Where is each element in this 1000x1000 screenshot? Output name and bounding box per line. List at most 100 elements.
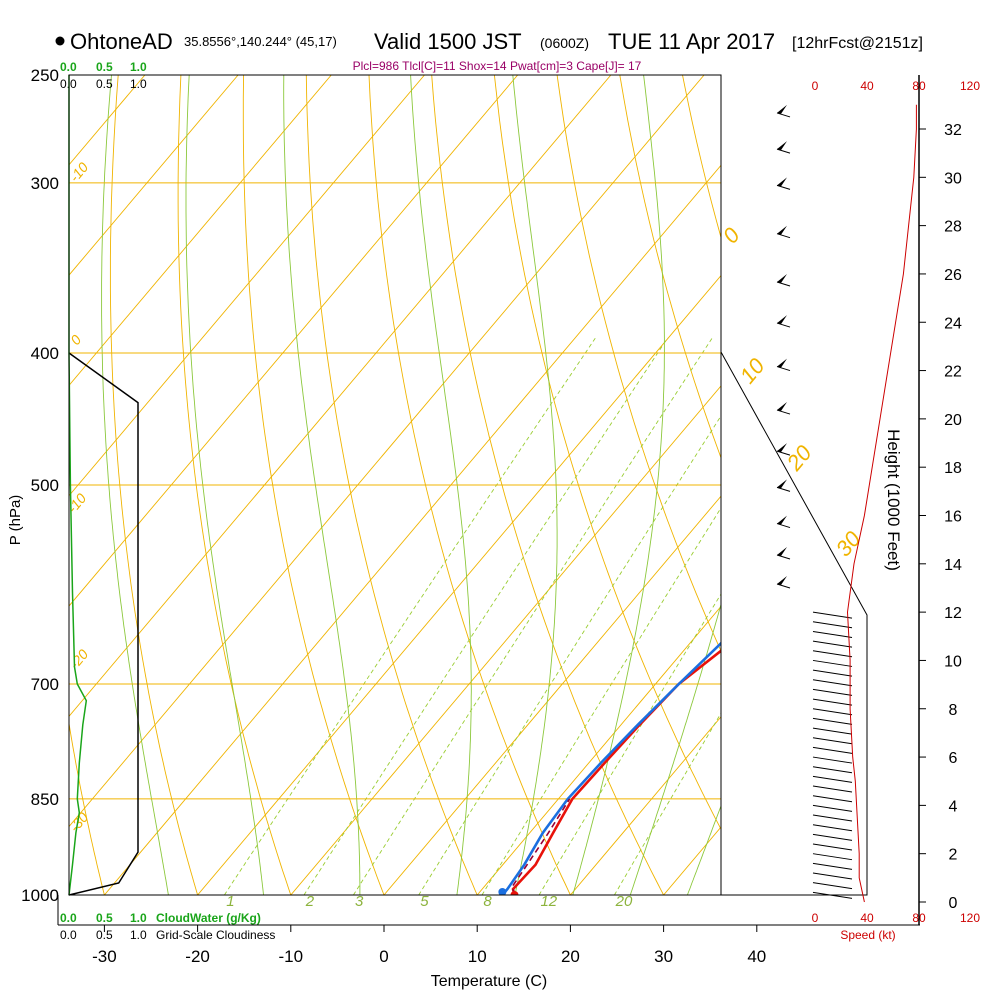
- x-tick-label: -20: [185, 947, 210, 966]
- isotherm-line: [69, 75, 239, 276]
- wind-barbs: [776, 104, 853, 899]
- wind-barb: [812, 756, 853, 764]
- dry-adiabat-lines: [69, 51, 1000, 924]
- wind-barb-flag: [777, 402, 787, 412]
- x-tick-label: 20: [561, 947, 580, 966]
- height-tick-label: 30: [944, 170, 962, 187]
- wind-barb: [776, 523, 791, 529]
- cloudiness-bottom-tick: 0.0: [60, 928, 77, 942]
- wind-barb: [812, 824, 853, 832]
- dry-adiabat-line: [926, 51, 1000, 924]
- wind-barb-flag: [777, 141, 787, 151]
- wind-barb: [812, 708, 853, 716]
- wind-barb: [812, 891, 853, 899]
- wind-barb-flag: [777, 274, 787, 284]
- mixing-ratio-line: [614, 712, 721, 895]
- height-tick-label: 14: [944, 557, 962, 574]
- moist-adiabat-line: [410, 75, 472, 895]
- dry-adiabat-line: [109, 75, 199, 895]
- cloudiness-top-tick: 0.5: [96, 77, 113, 91]
- isotherm-line: [757, 75, 1000, 895]
- stability-indices: Plcl=986 Tlcl[C]=11 Shox=14 Pwat[cm]=3 C…: [353, 59, 642, 73]
- wind-barb: [812, 833, 853, 841]
- dry-adiabat-line: [556, 75, 721, 653]
- pressure-tick-label: 1000: [21, 886, 59, 905]
- temperature-line: [511, 649, 721, 895]
- pressure-tick-label: 850: [31, 790, 59, 809]
- isotherm-label: 10: [735, 353, 770, 388]
- dry-adiabat-line: [431, 75, 665, 895]
- wind-barb: [776, 366, 791, 372]
- mixing-ratio-label: 3: [355, 893, 364, 910]
- cloudwater-bottom-tick: 0.0: [60, 911, 77, 925]
- valid-date: TUE 11 Apr 2017: [608, 29, 775, 54]
- wind-barb: [776, 112, 791, 118]
- wind-barb: [812, 659, 853, 667]
- wind-barb: [776, 583, 791, 589]
- wind-barb: [812, 853, 853, 861]
- moist-adiabat-line: [572, 75, 665, 895]
- chart-axes: -30 -20 -10 0 10 20 30 40: [57, 74, 920, 966]
- height-tick-label: 26: [944, 267, 962, 284]
- wind-barb: [776, 184, 791, 190]
- wind-barb: [812, 775, 853, 783]
- wind-barb: [812, 766, 853, 774]
- moist-adiabat-line: [512, 75, 558, 895]
- x-axis-label: Temperature (C): [431, 973, 547, 990]
- wind-barb-flag: [777, 575, 787, 585]
- mixing-ratio-label: 20: [615, 893, 633, 910]
- dry-adiabat-line: [493, 75, 721, 831]
- speed-label: Speed (kt): [840, 928, 895, 942]
- x-tick-label: -10: [279, 947, 304, 966]
- mixing-ratio-line: [538, 593, 721, 895]
- plot-frame: [68, 74, 722, 896]
- forecast-info: [12hrFcst@2151z]: [792, 35, 923, 52]
- wind-barb: [776, 281, 791, 287]
- moist-adiabat-line: [283, 75, 361, 895]
- mixing-ratio-line: [224, 337, 596, 895]
- wind-barb: [812, 640, 853, 648]
- moist-adiabat-lines: [101, 75, 721, 895]
- wind-barb: [812, 862, 853, 870]
- sounding-profiles: [498, 641, 721, 895]
- wind-barb: [776, 450, 791, 456]
- wind-barb: [812, 795, 853, 803]
- mixing-ratio-lines: [224, 337, 721, 895]
- station-dot-icon: [55, 36, 65, 46]
- mixing-ratio-line: [418, 415, 721, 895]
- cloudwater-top-tick: 1.0: [130, 60, 147, 74]
- wind-barb-flag: [777, 479, 787, 489]
- wind-barb-flag: [777, 177, 787, 187]
- height-tick-label: 18: [944, 460, 962, 477]
- station-coords: 35.8556°,140.244° (45,17): [184, 34, 337, 49]
- wind-barb: [776, 554, 791, 560]
- height-tick-label: 20: [944, 412, 962, 429]
- x-tick-label: 10: [468, 947, 487, 966]
- speed-line: [846, 104, 917, 903]
- wind-barb-flag: [777, 225, 787, 235]
- height-tick-label: 22: [944, 364, 962, 381]
- height-axis-label: Height (1000 Feet): [884, 429, 903, 571]
- pressure-tick-label: 250: [31, 66, 59, 85]
- x-tick-label: -30: [92, 947, 117, 966]
- pressure-tick-label: 400: [31, 344, 59, 363]
- wind-barb: [812, 688, 853, 696]
- isotherm-label: -10: [64, 490, 89, 516]
- valid-time: Valid 1500 JST: [374, 29, 522, 54]
- moist-adiabat-line: [101, 75, 169, 895]
- cloudiness-bottom-tick: 1.0: [130, 928, 147, 942]
- dry-adiabat-line: [619, 75, 721, 460]
- wind-barb: [776, 322, 791, 328]
- wind-barb-flag: [777, 358, 787, 368]
- cloudwater-top-tick: 0.0: [60, 60, 77, 74]
- cloudiness-top-tick: 1.0: [130, 77, 147, 91]
- height-tick-label: 28: [944, 219, 962, 236]
- wind-barb: [812, 669, 853, 677]
- height-tick-label: 6: [949, 750, 958, 767]
- moist-adiabat-line: [185, 75, 264, 895]
- cloudwater-bottom-tick: 0.5: [96, 911, 113, 925]
- cloudwater-top-tick: 0.5: [96, 60, 113, 74]
- speed-bottom-tick: 0: [812, 911, 819, 925]
- cloud-panel: 0.0 0.5 1.0 0.0 0.5 1.0 0.0 0.5 1.0 CloudWater (g…: [60, 60, 275, 942]
- wind-barb-flag: [777, 515, 787, 525]
